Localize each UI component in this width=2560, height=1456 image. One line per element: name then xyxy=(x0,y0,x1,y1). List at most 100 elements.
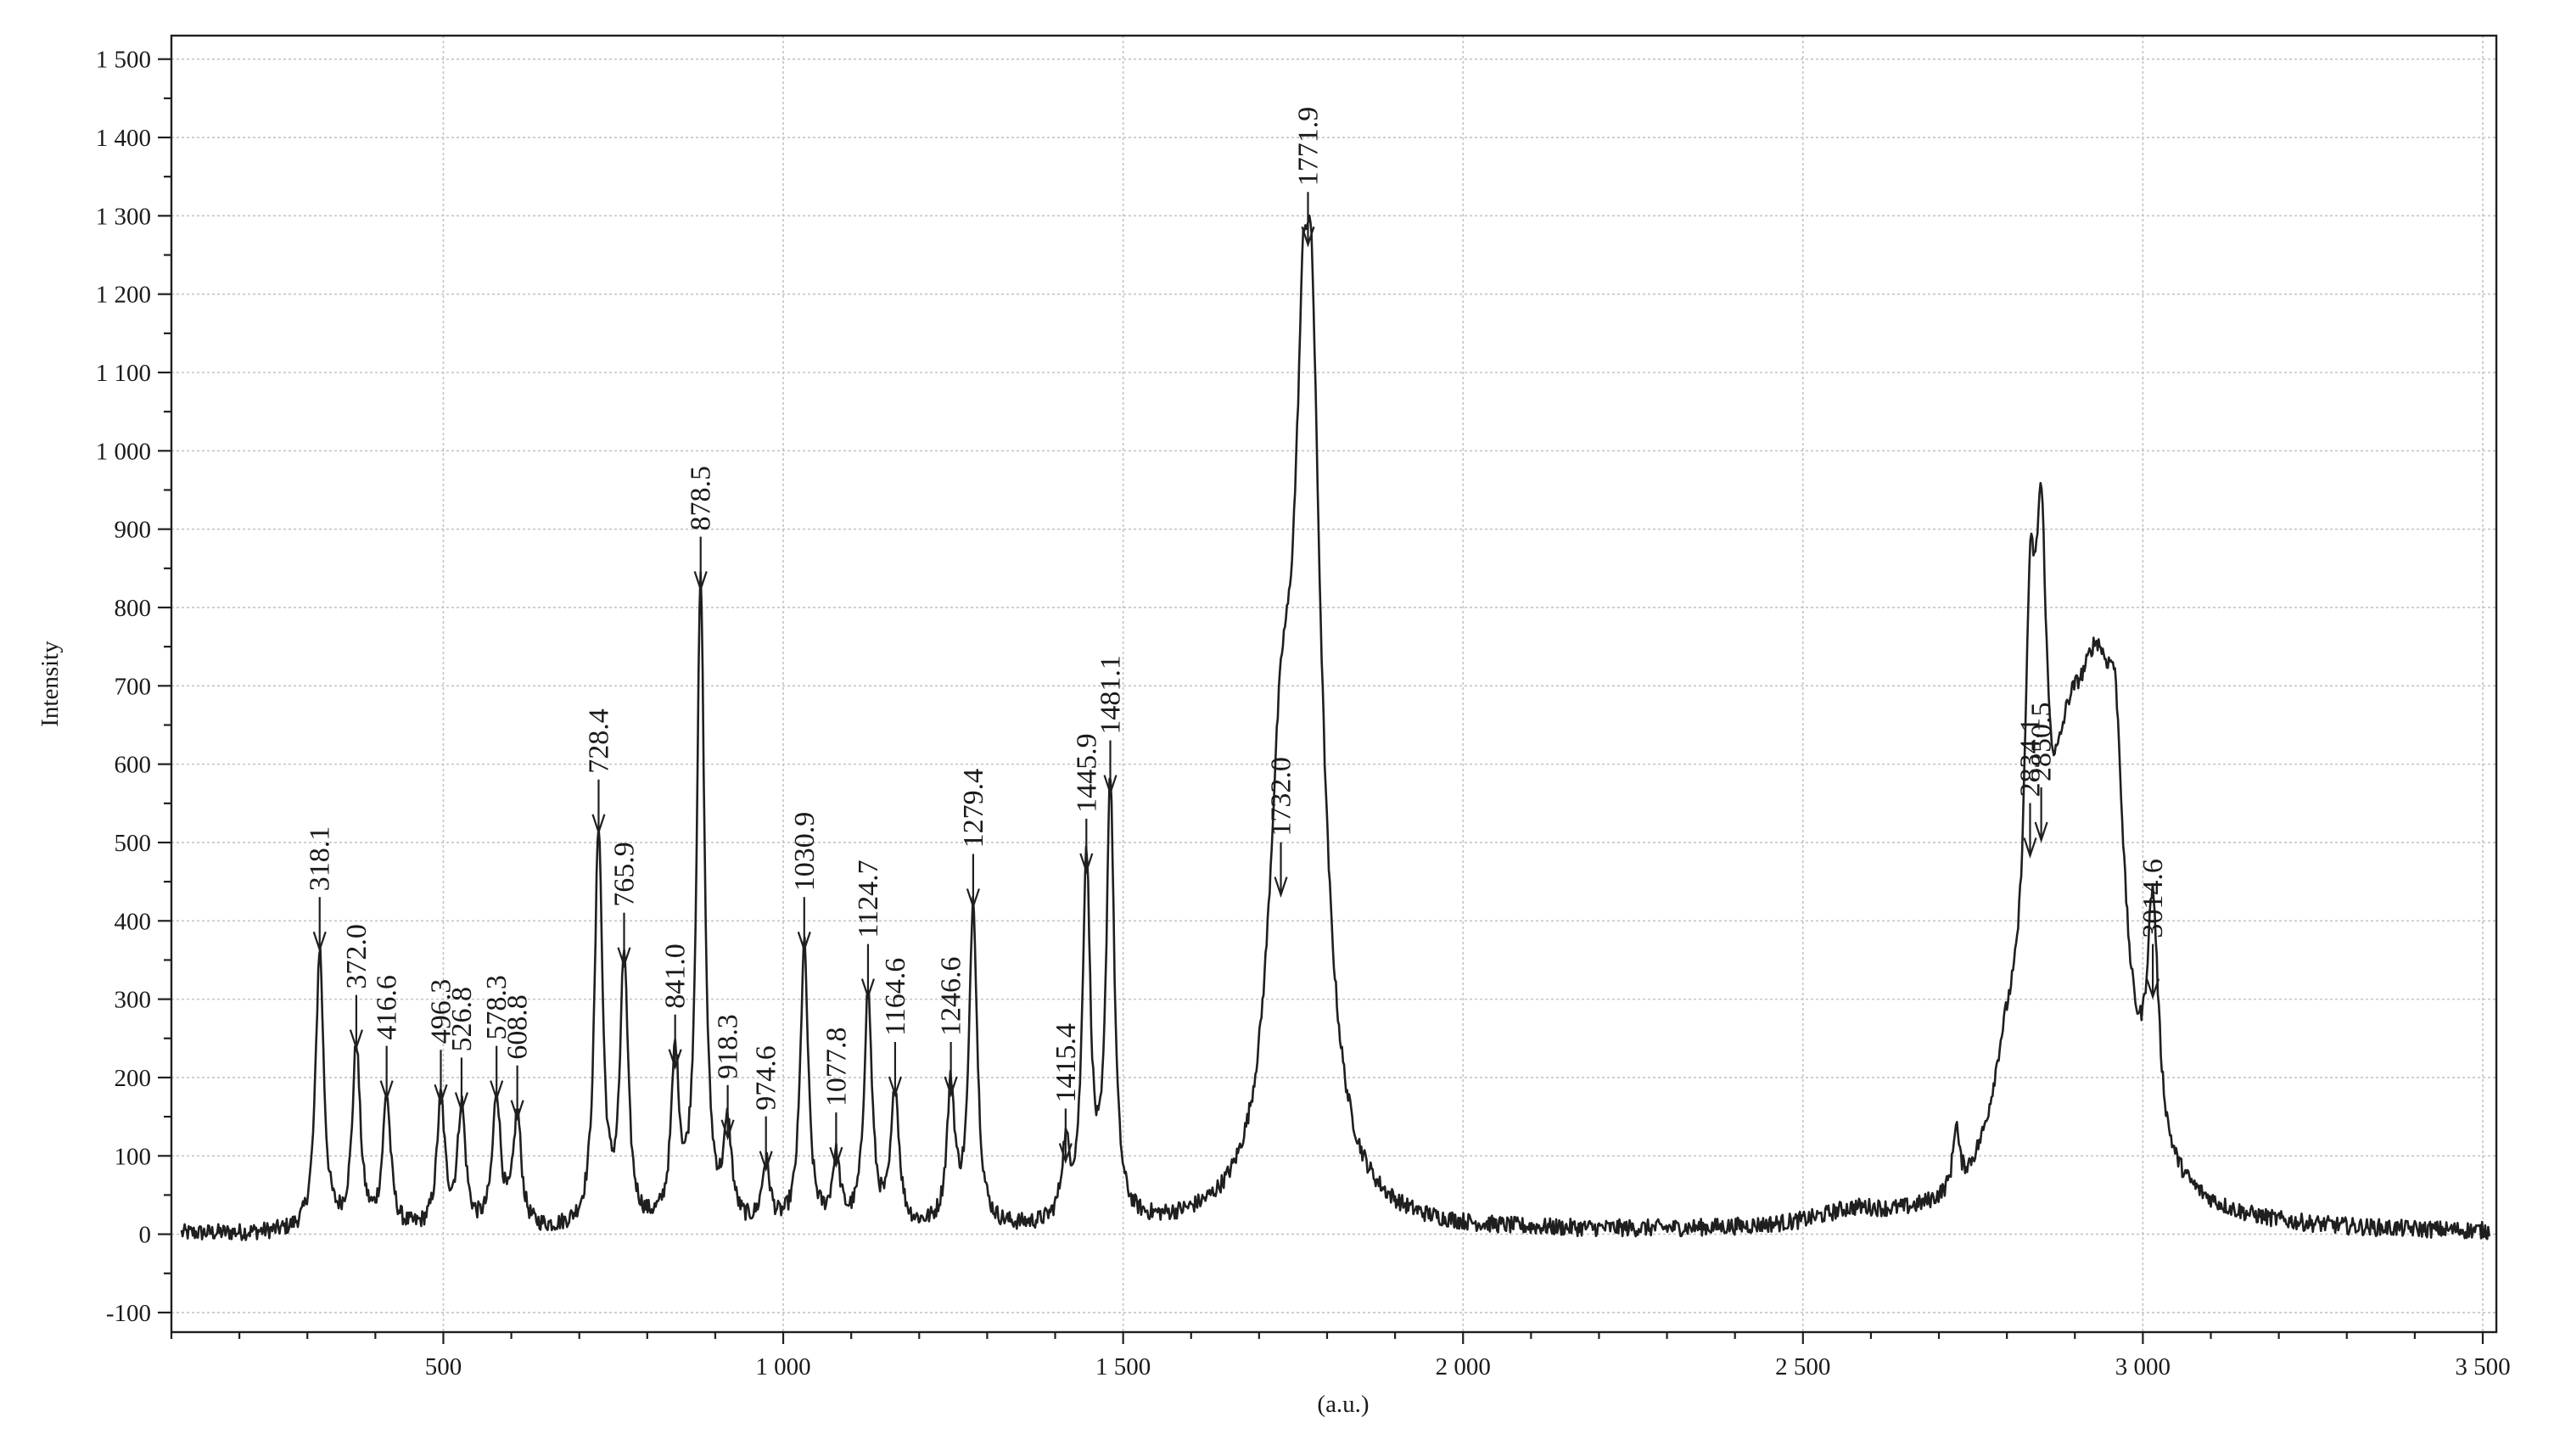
y-tick-label: 300 xyxy=(115,987,152,1014)
y-tick-label: 100 xyxy=(115,1143,152,1170)
peak-arrow-head xyxy=(797,931,811,953)
peak-arrow-head xyxy=(1274,876,1288,899)
y-tick-label: 200 xyxy=(115,1065,152,1092)
x-tick-label: 2 000 xyxy=(1436,1353,1491,1380)
peak-marker: 765.9 xyxy=(609,842,641,969)
peak-arrow-head xyxy=(966,888,980,910)
peak-arrow-head xyxy=(1103,775,1118,797)
y-tick-label: 1 100 xyxy=(96,360,151,387)
plot-frame xyxy=(170,34,2498,1334)
peak-arrow-head xyxy=(379,1080,394,1102)
spectrum-line xyxy=(180,214,2490,1241)
peak-arrow-head xyxy=(1058,1143,1073,1164)
peak-marker: 318.1 xyxy=(305,826,336,953)
peak-arrow-head xyxy=(944,1076,958,1098)
peak-arrow-head xyxy=(312,931,327,953)
peak-marker: 2834.1 xyxy=(2015,718,2047,859)
peak-arrow-head xyxy=(668,1049,682,1071)
peak-label: 1481.1 xyxy=(1095,655,1127,735)
y-tick-label: 800 xyxy=(115,595,152,622)
peak-label: 918.3 xyxy=(713,1014,744,1079)
y-tick-label: 1 500 xyxy=(96,47,151,74)
peak-arrow-head xyxy=(720,1119,735,1141)
y-tick-label: 1 200 xyxy=(96,282,151,309)
x-tick-label: 1 000 xyxy=(755,1353,810,1380)
x-tick-label: 3 000 xyxy=(2115,1353,2171,1380)
peak-arrow-head xyxy=(759,1151,773,1173)
peak-arrow-head xyxy=(1301,226,1315,248)
peak-arrow-head xyxy=(617,947,631,969)
peak-label: 1246.6 xyxy=(936,957,967,1037)
peak-label: 608.8 xyxy=(502,994,534,1060)
y-tick-label: -100 xyxy=(106,1300,151,1327)
gridlines xyxy=(171,36,2496,1332)
y-axis-title: Intensity xyxy=(36,641,64,727)
peak-label: 1030.9 xyxy=(789,812,821,892)
peak-marker: 416.6 xyxy=(372,975,403,1102)
y-tick-label: 700 xyxy=(115,673,152,700)
peak-label: 526.8 xyxy=(446,987,478,1052)
x-axis-title: (a.u.) xyxy=(1317,1391,1369,1418)
peak-label: 1771.9 xyxy=(1293,107,1325,187)
peak-marker: 526.8 xyxy=(446,987,478,1113)
peak-arrow-head xyxy=(434,1084,448,1106)
peak-arrow-head xyxy=(349,1029,363,1051)
peak-label: 2850.5 xyxy=(2026,703,2058,782)
peak-marker: 372.0 xyxy=(341,924,373,1051)
peak-label: 416.6 xyxy=(372,975,403,1040)
peak-arrow-head xyxy=(860,978,876,1000)
peak-label: 318.1 xyxy=(305,826,336,892)
peak-label: 3014.6 xyxy=(2137,859,2169,938)
peak-marker: 1164.6 xyxy=(880,958,911,1098)
y-tick-label: 1 000 xyxy=(96,438,151,465)
peak-arrow-head xyxy=(2146,978,2160,1000)
axis-ticks: 500 1 000 1 500 2 000 2 500 3 000 3 500 1 500 1 … xyxy=(96,47,2511,1380)
y-tick-label: 1 300 xyxy=(96,203,151,230)
spectrum-trace xyxy=(180,214,2490,1241)
peak-arrow-head xyxy=(454,1092,468,1113)
peak-marker: 1445.9 xyxy=(1071,733,1102,875)
peak-marker: 1030.9 xyxy=(789,812,821,953)
peak-marker: 578.3 xyxy=(481,975,513,1102)
peak-label: 878.5 xyxy=(686,466,717,531)
y-tick-label: 0 xyxy=(139,1222,152,1249)
peak-marker: 878.5 xyxy=(686,466,717,592)
peak-marker: 3014.6 xyxy=(2137,859,2169,1000)
peak-marker: 1732.0 xyxy=(1266,757,1297,899)
peak-marker: 1481.1 xyxy=(1095,655,1127,797)
peak-label: 728.4 xyxy=(584,708,615,774)
x-tick-label: 2 500 xyxy=(1775,1353,1830,1380)
peak-arrow-head xyxy=(490,1080,504,1102)
peak-marker: 496.3 xyxy=(426,979,457,1106)
peak-label: 1415.4 xyxy=(1050,1023,1082,1103)
x-tick-label: 3 500 xyxy=(2455,1353,2510,1380)
peak-arrow-head xyxy=(591,814,606,836)
peak-marker: 841.0 xyxy=(660,944,692,1071)
y-tick-label: 400 xyxy=(115,908,152,935)
peak-label: 1445.9 xyxy=(1071,733,1102,813)
peak-arrow-head xyxy=(2034,821,2048,843)
peak-marker: 728.4 xyxy=(584,708,615,836)
y-tick-label: 500 xyxy=(115,830,152,857)
peak-label: 765.9 xyxy=(609,842,641,907)
peak-marker: 1415.4 xyxy=(1050,1023,1082,1164)
y-tick-label: 1 400 xyxy=(96,125,151,152)
x-tick-label: 1 500 xyxy=(1095,1353,1151,1380)
peak-label: 578.3 xyxy=(481,975,513,1040)
y-tick-label: 600 xyxy=(115,752,152,779)
peak-label: 372.0 xyxy=(341,924,373,989)
x-tick-label: 500 xyxy=(425,1353,462,1380)
peak-label: 1732.0 xyxy=(1266,757,1297,837)
peak-marker: 608.8 xyxy=(502,994,534,1122)
peak-arrow-head xyxy=(888,1076,902,1098)
peak-marker: 918.3 xyxy=(713,1014,744,1141)
peak-marker: 1279.4 xyxy=(958,769,989,910)
y-tick-label: 900 xyxy=(115,517,152,544)
peak-label: 1279.4 xyxy=(958,769,989,848)
peak-arrow-head xyxy=(829,1146,843,1168)
peak-label: 1164.6 xyxy=(880,958,911,1036)
peak-arrow-head xyxy=(2023,837,2037,859)
peak-arrow-head xyxy=(1079,853,1094,875)
peak-marker: 1246.6 xyxy=(936,957,967,1098)
